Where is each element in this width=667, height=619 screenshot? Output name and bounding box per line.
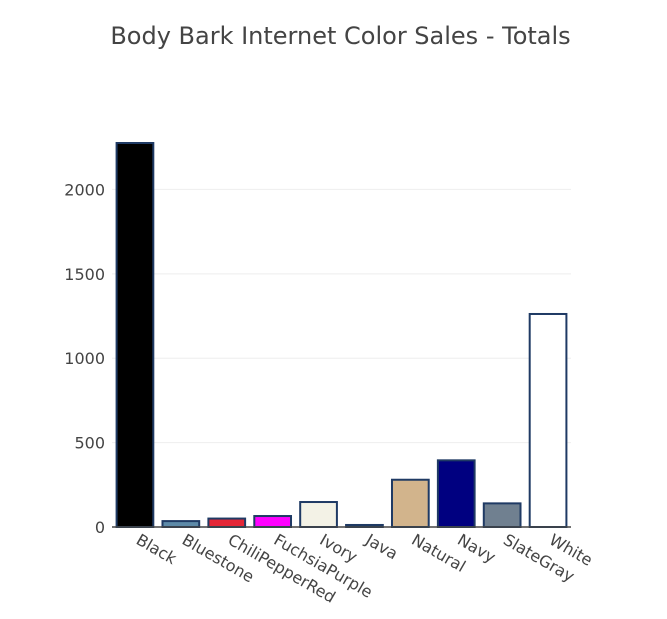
bar-fuchsiapurple: [253, 515, 293, 528]
y-tick-label: 2000: [64, 180, 105, 199]
bars: [115, 142, 568, 529]
bar-white: [528, 312, 568, 529]
x-tick-label: Black: [133, 530, 181, 568]
bar-natural: [390, 478, 430, 529]
y-tick-label: 1500: [64, 265, 105, 284]
bar-bluestone: [161, 520, 201, 528]
y-tick-label: 0: [95, 518, 105, 537]
x-tick-label: Java: [362, 530, 402, 564]
chart-title: Body Bark Internet Color Sales - Totals: [110, 22, 571, 50]
bar-slategray: [482, 502, 522, 529]
bar-navy: [436, 459, 476, 529]
grid-lines: [112, 188, 571, 444]
y-tick-label: 1000: [64, 349, 105, 368]
bar-ivory: [299, 501, 338, 528]
bar-chilipepperred: [207, 517, 247, 528]
y-axis-ticks: 0 500 1000 1500 2000: [64, 180, 105, 537]
bar-black: [115, 142, 155, 528]
y-tick-label: 500: [74, 434, 105, 453]
x-axis-ticks: BlackBluestoneChiliPepperRedFuchsiaPurpl…: [133, 530, 596, 607]
